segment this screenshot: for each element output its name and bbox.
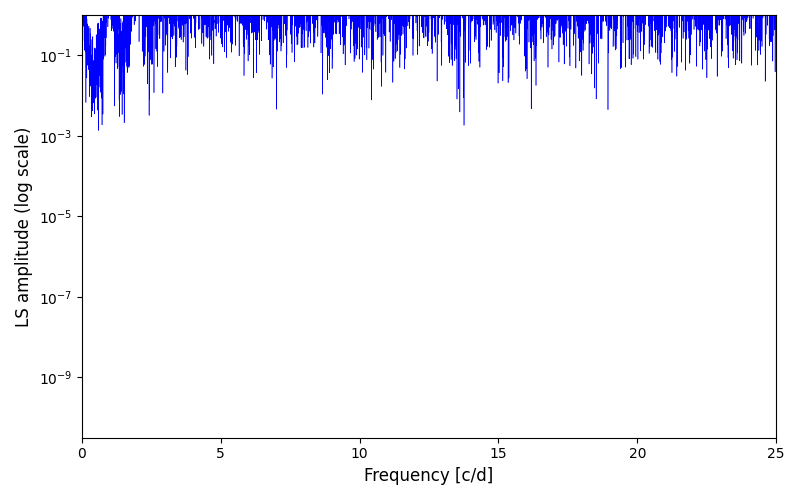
X-axis label: Frequency [c/d]: Frequency [c/d]: [364, 467, 494, 485]
Y-axis label: LS amplitude (log scale): LS amplitude (log scale): [15, 126, 33, 326]
